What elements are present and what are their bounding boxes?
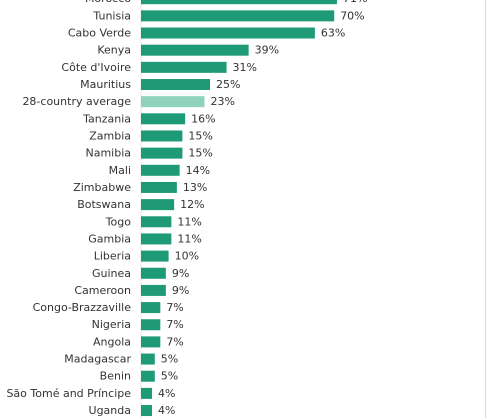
bar-16	[141, 267, 166, 279]
bar-1	[141, 10, 335, 22]
bar-23	[141, 387, 153, 399]
bar-chart: Morocco Tunisia Cabo Verde Kenya Côte d'Ivoi…	[6, 0, 367, 418]
bar-8	[141, 130, 183, 142]
value-label: 14%	[186, 164, 210, 177]
value-label: 11%	[177, 215, 201, 228]
category-label: Botswana	[77, 198, 131, 211]
value-label: 71%	[343, 0, 367, 5]
value-label: 5%	[161, 370, 178, 383]
value-label: 7%	[166, 301, 183, 314]
value-label: 39%	[255, 44, 279, 57]
bar-18	[141, 302, 161, 314]
bar-3	[141, 44, 249, 56]
value-label: 25%	[216, 78, 240, 91]
bar-4	[141, 61, 227, 73]
category-label: Liberia	[94, 250, 131, 263]
category-labels: Morocco Tunisia Cabo Verde Kenya Côte d'Ivoi…	[6, 0, 131, 417]
value-label: 10%	[175, 250, 199, 263]
bar-12	[141, 199, 175, 211]
category-label: Mauritius	[80, 78, 131, 91]
chart-panel: Morocco Tunisia Cabo Verde Kenya Côte d'Ivoi…	[6, 0, 486, 418]
category-label: Mali	[109, 164, 131, 177]
value-label: 16%	[191, 112, 215, 125]
category-label: Côte d'Ivoire	[61, 61, 131, 74]
value-label: 23%	[210, 95, 234, 108]
bar-17	[141, 284, 166, 296]
category-label: Kenya	[97, 44, 131, 57]
category-label: Angola	[93, 335, 131, 348]
category-label: Nigeria	[92, 318, 131, 331]
bars-layer	[141, 0, 337, 417]
category-label: Uganda	[89, 404, 131, 417]
value-label: 70%	[340, 9, 364, 22]
category-label: Benin	[100, 370, 131, 383]
value-label: 7%	[166, 335, 183, 348]
bar-5	[141, 79, 210, 90]
category-label: Namibia	[85, 147, 131, 160]
bar-13	[141, 216, 172, 228]
value-label: 13%	[183, 181, 207, 194]
category-label: Guinea	[92, 267, 131, 280]
category-label: Cameroon	[74, 284, 131, 297]
category-label: Madagascar	[64, 353, 131, 366]
bar-24	[141, 405, 153, 417]
value-labels: 71% 70% 63% 39% 31% 25% 23% 16% 15% 15% 14% 13% 12% 1…	[158, 0, 367, 417]
category-label: Togo	[105, 215, 132, 228]
bar-0	[141, 0, 337, 5]
bar-2	[141, 27, 315, 39]
category-label: Tanzania	[82, 112, 131, 125]
category-label: Cabo Verde	[68, 27, 131, 40]
category-label: São Tomé and Príncipe	[6, 387, 131, 400]
value-label: 15%	[188, 147, 212, 160]
bar-7	[141, 113, 186, 125]
value-label: 4%	[158, 404, 175, 417]
bar-9	[141, 147, 183, 159]
category-label: Congo-Brazzaville	[33, 301, 132, 314]
value-label: 31%	[233, 61, 257, 74]
bar-14	[141, 233, 172, 245]
value-label: 4%	[158, 387, 175, 400]
value-label: 12%	[180, 198, 204, 211]
bar-11	[141, 181, 177, 193]
value-label: 7%	[166, 318, 183, 331]
value-label: 15%	[188, 129, 212, 142]
bar-21	[141, 353, 155, 365]
value-label: 11%	[177, 232, 201, 245]
category-label: Morocco	[85, 0, 131, 5]
category-label: Zimbabwe	[73, 181, 131, 194]
category-label: Zambia	[89, 129, 131, 142]
category-label: Gambia	[88, 232, 131, 245]
bar-22	[141, 370, 155, 382]
category-label: 28-country average	[22, 95, 131, 108]
category-label: Tunisia	[92, 9, 131, 22]
bar-6	[141, 96, 205, 108]
bar-10	[141, 164, 180, 176]
value-label: 5%	[161, 353, 178, 366]
value-label: 9%	[172, 284, 189, 297]
bar-20	[141, 336, 161, 348]
bar-15	[141, 250, 169, 262]
value-label: 9%	[172, 267, 189, 280]
value-label: 63%	[321, 27, 345, 40]
bar-19	[141, 319, 161, 331]
